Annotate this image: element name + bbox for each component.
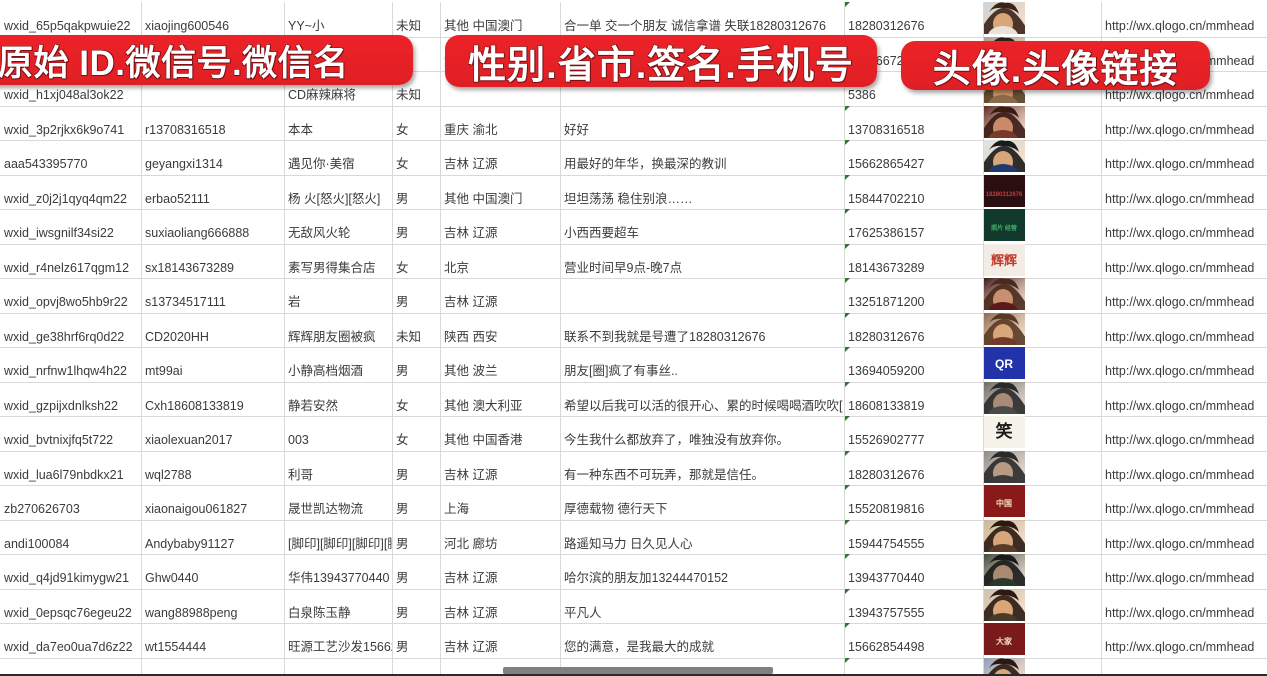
svg-text:18280312676: 18280312676 bbox=[986, 192, 1023, 198]
svg-text:照片 经营: 照片 经营 bbox=[991, 224, 1017, 232]
svg-text:辉辉: 辉辉 bbox=[991, 253, 1017, 268]
svg-text:QR: QR bbox=[995, 357, 1013, 371]
svg-text:笑: 笑 bbox=[996, 421, 1013, 441]
svg-text:大家: 大家 bbox=[996, 636, 1013, 646]
svg-text:中国: 中国 bbox=[996, 498, 1012, 508]
